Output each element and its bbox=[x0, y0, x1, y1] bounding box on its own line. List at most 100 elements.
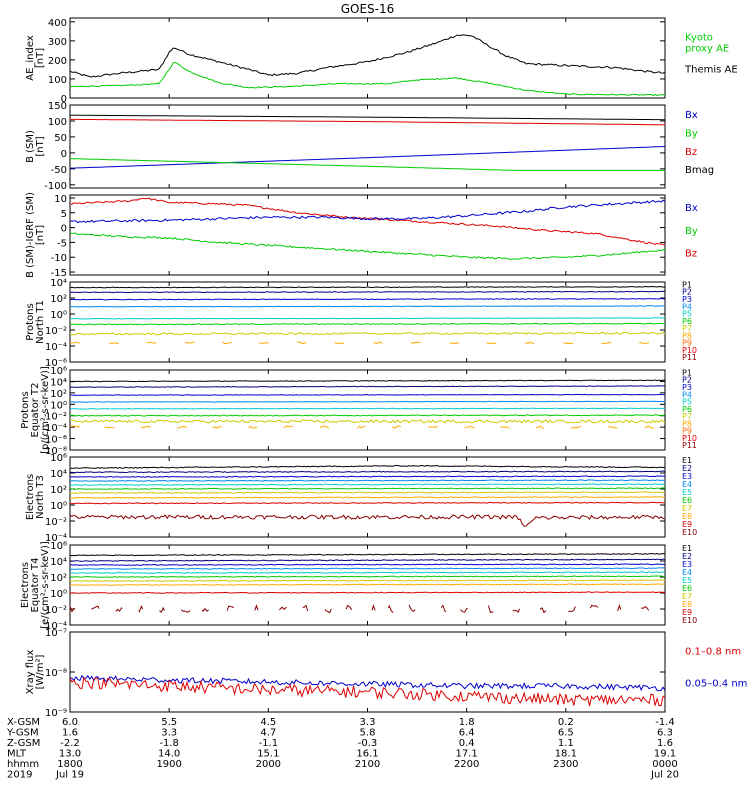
legend-label: E4 bbox=[682, 480, 692, 489]
legend-label: E2 bbox=[682, 464, 692, 473]
y-tick-label: 0 bbox=[61, 224, 67, 235]
legend-label: E5 bbox=[682, 576, 692, 585]
y-tick-label: -10 bbox=[51, 253, 67, 264]
series-bz bbox=[70, 118, 665, 126]
panel-pet2: 10⁻⁸10⁻⁶10⁻⁴10⁻²10⁰10²10⁴10⁶ProtonsEquat… bbox=[20, 366, 697, 457]
y-tick-label: 100 bbox=[48, 75, 67, 86]
legend-label: E1 bbox=[682, 544, 692, 553]
series-bmag bbox=[70, 114, 665, 121]
orbit-value: 16.1 bbox=[356, 749, 378, 760]
legend-label: P1 bbox=[682, 368, 692, 377]
orbit-value: -0.3 bbox=[358, 738, 378, 749]
y-tick-label: 10⁻⁴ bbox=[45, 423, 67, 434]
legend-label: P3 bbox=[682, 383, 692, 392]
series-0-05-0-4-nm bbox=[69, 674, 666, 692]
legend-label: Themis AE bbox=[684, 64, 738, 75]
orbit-value: Jul 19 bbox=[55, 770, 84, 781]
series-p1 bbox=[69, 285, 665, 289]
orbit-value: 6.0 bbox=[62, 717, 78, 728]
legend-label: P9 bbox=[682, 339, 692, 348]
series-by bbox=[69, 232, 666, 260]
y-tick-label: 10⁴ bbox=[50, 469, 67, 480]
legend-label: E1 bbox=[682, 456, 692, 465]
series-p1 bbox=[69, 379, 666, 383]
orbit-value: 15.1 bbox=[257, 749, 279, 760]
legend-label: Bz bbox=[685, 249, 697, 260]
y-axis-label: ElectronsNorth T3 bbox=[25, 474, 46, 520]
orbit-value: 0000 bbox=[652, 759, 677, 770]
series-kyoto-proxy-ae bbox=[69, 61, 666, 97]
y-tick-label: -100 bbox=[44, 181, 67, 192]
series-e3 bbox=[69, 475, 665, 478]
y-axis-label: ProtonsEquator T2[p/(cm²-s-sr-keV)] bbox=[20, 366, 51, 454]
panel-xray: 10⁻⁹ 10⁻⁸ 10⁻⁷ Xray flux[W/m²] 0.1–0.8 nm 0.0… bbox=[25, 628, 747, 719]
series-p4 bbox=[69, 305, 666, 308]
legend-label: E9 bbox=[682, 608, 692, 617]
legend-label: Bmag bbox=[685, 165, 714, 176]
y-tick-label: 10⁰ bbox=[50, 400, 67, 411]
legend-label: P5 bbox=[682, 398, 692, 407]
orbit-row-label: Y-GSM bbox=[6, 728, 39, 739]
y-tick-label: 300 bbox=[48, 37, 67, 48]
series-p8 bbox=[69, 341, 666, 345]
legend-label: 0.05–0.4 nm bbox=[685, 678, 747, 689]
series-e4 bbox=[69, 479, 666, 482]
legend-label: E10 bbox=[682, 616, 697, 625]
y-axis-label: ElectronsEquator T4[e/(cm²-s-sr-keV)] bbox=[20, 541, 51, 629]
y-tick-label: 150 bbox=[48, 101, 67, 112]
y-axis-label: ProtonsNorth T1 bbox=[25, 300, 46, 344]
series-e9 bbox=[69, 591, 666, 594]
orbit-value: -1.8 bbox=[159, 738, 179, 749]
series-p5 bbox=[69, 407, 665, 410]
legend-label: P10 bbox=[682, 434, 697, 443]
y-axis-label: B (SM)[nT] bbox=[25, 130, 46, 163]
orbit-value: 3.3 bbox=[161, 728, 177, 739]
series-e3 bbox=[70, 563, 666, 566]
legend-label: E10 bbox=[682, 528, 697, 537]
legend-label: P2 bbox=[682, 376, 692, 385]
y-tick-label: 10⁴ bbox=[50, 278, 67, 289]
legend-label: P7 bbox=[682, 412, 692, 421]
y-tick-label: -50 bbox=[51, 165, 67, 176]
orbit-value: 5.8 bbox=[360, 728, 376, 739]
orbit-value: 2100 bbox=[355, 759, 380, 770]
orbit-value: 2300 bbox=[553, 759, 578, 770]
orbit-value: 1900 bbox=[156, 759, 181, 770]
series-p6 bbox=[69, 322, 665, 326]
series-p3 bbox=[70, 393, 666, 396]
legend-label: E6 bbox=[682, 584, 692, 593]
y-tick-label: 100 bbox=[48, 117, 67, 128]
legend-label: E3 bbox=[682, 472, 692, 481]
series-by bbox=[69, 158, 665, 171]
legend-label: P9 bbox=[682, 427, 692, 436]
y-tick-label: 10⁻⁴ bbox=[45, 342, 67, 353]
series-e1 bbox=[69, 552, 666, 557]
y-tick-label: 10² bbox=[50, 389, 67, 400]
y-tick-label: 10⁰ bbox=[50, 501, 67, 512]
legend-label: P3 bbox=[682, 295, 692, 304]
orbit-value: 19.1 bbox=[654, 749, 676, 760]
legend-label: E8 bbox=[682, 600, 692, 609]
y-tick-label: 10⁻⁴ bbox=[45, 533, 67, 544]
series-e5 bbox=[69, 483, 666, 486]
y-tick-label: 10² bbox=[50, 294, 67, 305]
y-tick-label: 0 bbox=[61, 149, 67, 160]
panel-pnt1: 10⁻⁶ 10⁻⁴ 10⁻² 10⁰ 10² 10⁴ ProtonsNorth T1 P1P2… bbox=[25, 278, 697, 369]
orbit-row-label: MLT bbox=[7, 749, 27, 760]
orbit-value: 18.1 bbox=[555, 749, 577, 760]
orbit-row-label: hhmm bbox=[7, 759, 39, 770]
legend-label: P6 bbox=[682, 405, 692, 414]
orbit-value: 6.4 bbox=[459, 728, 475, 739]
legend-label: P4 bbox=[682, 302, 692, 311]
orbit-row-label: X-GSM bbox=[7, 717, 40, 728]
panel-bsmigrf: -15 -10 -5 0 5 10 B (SM)-IGRF (SM)[nT] Bx By Bz bbox=[25, 192, 698, 279]
series-e2 bbox=[69, 558, 666, 562]
series-e4 bbox=[69, 567, 666, 570]
legend-label: P8 bbox=[682, 419, 692, 428]
legend-label: P11 bbox=[682, 353, 697, 362]
orbit-value: 4.7 bbox=[260, 728, 276, 739]
orbit-value: Jul 20 bbox=[650, 770, 679, 781]
